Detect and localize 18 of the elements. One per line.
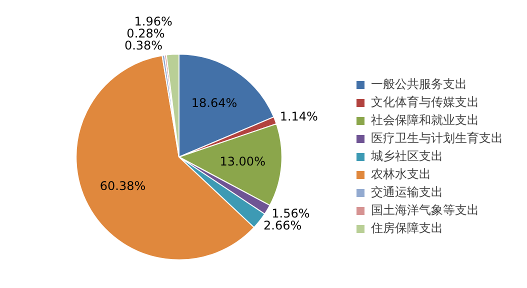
data-label: 1.96%: [134, 14, 172, 29]
data-label: 1.56%: [272, 206, 310, 220]
legend-label: 一般公共服务支出: [371, 77, 467, 92]
legend-label: 文化体育与传媒支出: [371, 95, 479, 110]
data-label: 60.38%: [100, 179, 146, 194]
legend-label: 农林水支出: [371, 167, 431, 182]
legend-label: 城乡社区支出: [370, 149, 443, 164]
data-label: 13.00%: [220, 154, 266, 168]
legend-label: 医疗卫生与计划生育支出: [371, 131, 503, 146]
legend-label: 交通运输支出: [371, 185, 443, 200]
data-label: 2.66%: [264, 218, 302, 233]
data-label: 0.38%: [124, 38, 163, 53]
legend-label: 国土海洋气象等支出: [371, 203, 479, 218]
data-label: 18.64%: [191, 96, 238, 110]
data-label: 0.28%: [126, 26, 165, 41]
legend-label: 住房保障支出: [370, 221, 443, 236]
data-label: 1.14%: [280, 109, 318, 124]
legend-label: 社会保障和就业支出: [371, 113, 479, 128]
